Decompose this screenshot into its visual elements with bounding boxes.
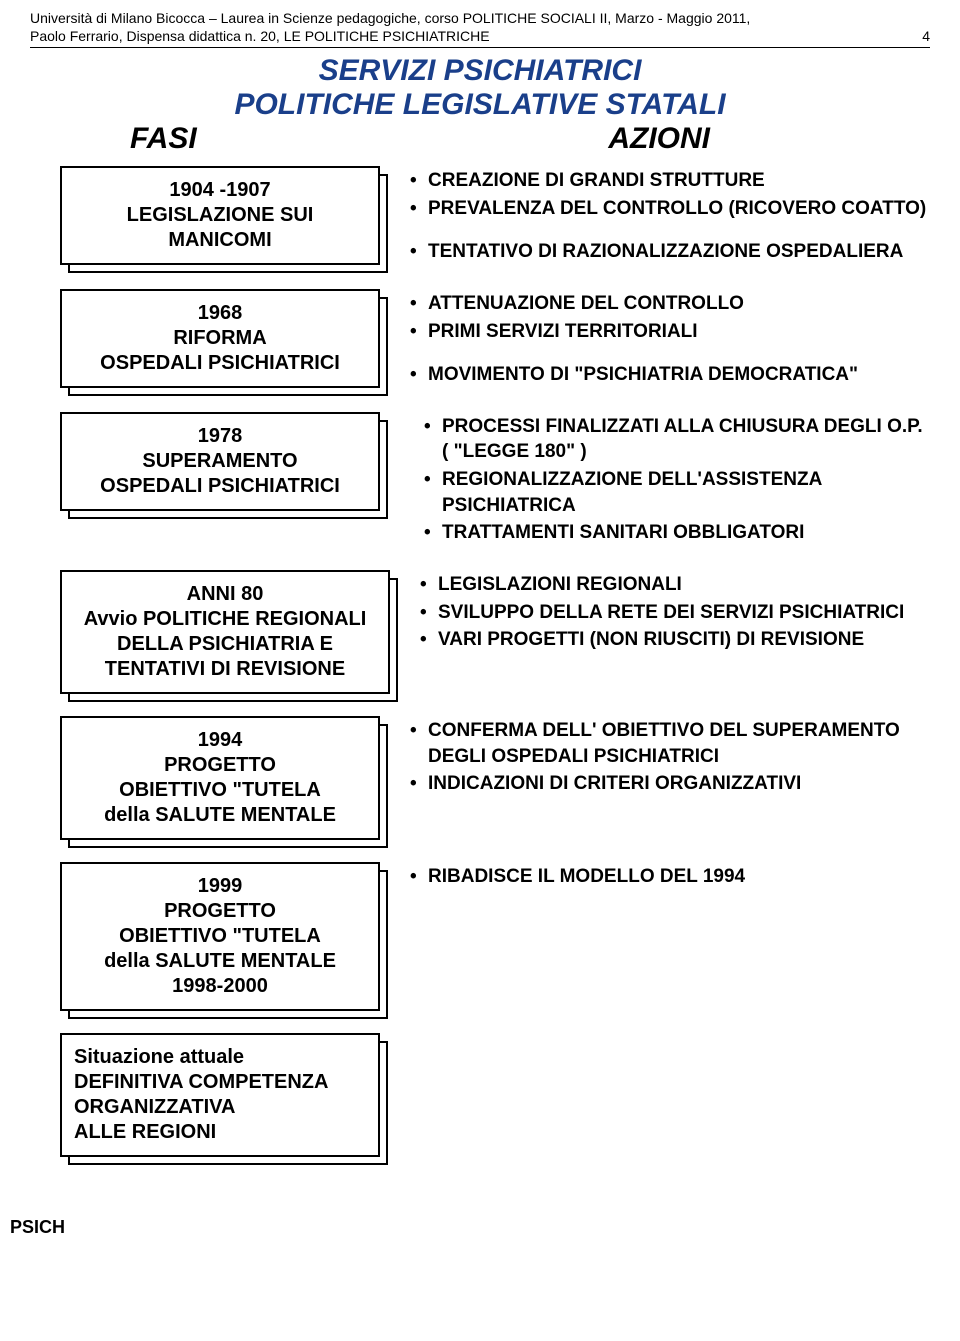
phase-box: 1999PROGETTOOBIETTIVO "TUTELAdella SALUT… (60, 862, 380, 1011)
action-item: CREAZIONE DI GRANDI STRUTTURE (410, 168, 930, 194)
action-item: RIBADISCE IL MODELLO DEL 1994 (410, 864, 930, 890)
actions-list: ATTENUAZIONE DEL CONTROLLOPRIMI SERVIZI … (410, 291, 930, 388)
phase-box: ANNI 80Avvio POLITICHE REGIONALIDELLA PS… (60, 570, 390, 694)
title-line-2: POLITICHE LEGISLATIVE STATALI (30, 88, 930, 122)
actions-block: RIBADISCE IL MODELLO DEL 1994 (410, 862, 930, 892)
phase-label: 1968RIFORMAOSPEDALI PSICHIATRICI (60, 289, 380, 388)
col-header-fasi: FASI (130, 122, 197, 156)
title-block: SERVIZI PSICHIATRICI POLITICHE LEGISLATI… (30, 54, 930, 156)
page-number: 4 (902, 28, 930, 46)
spacer (410, 223, 930, 237)
phase-label: 1904 -1907LEGISLAZIONE SUIMANICOMI (60, 166, 380, 265)
phase-row: Situazione attualeDEFINITIVA COMPETENZAO… (60, 1033, 930, 1157)
actions-list: CREAZIONE DI GRANDI STRUTTUREPREVALENZA … (410, 168, 930, 265)
action-item: TENTATIVO DI RAZIONALIZZAZIONE OSPEDALIE… (410, 239, 930, 265)
header-text: Università di Milano Bicocca – Laurea in… (30, 10, 902, 45)
phase-label: ANNI 80Avvio POLITICHE REGIONALIDELLA PS… (60, 570, 390, 694)
action-item: TRATTAMENTI SANITARI OBBLIGATORI (424, 520, 930, 546)
phase-label: 1994PROGETTOOBIETTIVO "TUTELAdella SALUT… (60, 716, 380, 840)
actions-block: CREAZIONE DI GRANDI STRUTTUREPREVALENZA … (410, 166, 930, 267)
actions-list: PROCESSI FINALIZZATI ALLA CHIUSURA DEGLI… (410, 414, 930, 546)
phase-box: Situazione attualeDEFINITIVA COMPETENZAO… (60, 1033, 380, 1157)
action-item: REGIONALIZZAZIONE DELL'ASSISTENZA PSICHI… (424, 467, 930, 518)
col-header-azioni: AZIONI (608, 122, 710, 156)
header-line-1: Università di Milano Bicocca – Laurea in… (30, 10, 902, 28)
actions-list: LEGISLAZIONI REGIONALISVILUPPO DELLA RET… (420, 572, 930, 653)
action-item: PROCESSI FINALIZZATI ALLA CHIUSURA DEGLI… (424, 414, 930, 465)
phase-row: ANNI 80Avvio POLITICHE REGIONALIDELLA PS… (60, 570, 930, 694)
action-item: LEGISLAZIONI REGIONALI (420, 572, 930, 598)
actions-list: CONFERMA DELL' OBIETTIVO DEL SUPERAMENTO… (410, 718, 930, 797)
phase-box: 1968RIFORMAOSPEDALI PSICHIATRICI (60, 289, 380, 388)
action-item: MOVIMENTO DI "PSICHIATRIA DEMOCRATICA" (410, 362, 930, 388)
phase-row: 1999PROGETTOOBIETTIVO "TUTELAdella SALUT… (60, 862, 930, 1011)
phase-label: 1978SUPERAMENTOOSPEDALI PSICHIATRICI (60, 412, 380, 511)
action-item: SVILUPPO DELLA RETE DEI SERVIZI PSICHIAT… (420, 600, 930, 626)
actions-block: LEGISLAZIONI REGIONALISVILUPPO DELLA RET… (420, 570, 930, 655)
phase-row: 1994PROGETTOOBIETTIVO "TUTELAdella SALUT… (60, 716, 930, 840)
phase-box: 1994PROGETTOOBIETTIVO "TUTELAdella SALUT… (60, 716, 380, 840)
phase-label: 1999PROGETTOOBIETTIVO "TUTELAdella SALUT… (60, 862, 380, 1011)
phase-box: 1978SUPERAMENTOOSPEDALI PSICHIATRICI (60, 412, 380, 511)
footer-tag: PSICH (10, 1217, 930, 1238)
actions-block: CONFERMA DELL' OBIETTIVO DEL SUPERAMENTO… (410, 716, 930, 799)
phase-label: Situazione attualeDEFINITIVA COMPETENZAO… (60, 1033, 380, 1157)
actions-block: PROCESSI FINALIZZATI ALLA CHIUSURA DEGLI… (410, 412, 930, 548)
action-item: VARI PROGETTI (NON RIUSCITI) DI REVISION… (420, 627, 930, 653)
phase-box: 1904 -1907LEGISLAZIONE SUIMANICOMI (60, 166, 380, 265)
page-header: Università di Milano Bicocca – Laurea in… (30, 10, 930, 48)
phase-row: 1978SUPERAMENTOOSPEDALI PSICHIATRICI PROC… (60, 412, 930, 548)
action-item: PRIMI SERVIZI TERRITORIALI (410, 319, 930, 345)
actions-list: RIBADISCE IL MODELLO DEL 1994 (410, 864, 930, 890)
actions-block: ATTENUAZIONE DEL CONTROLLOPRIMI SERVIZI … (410, 289, 930, 390)
column-headers: FASI AZIONI (30, 122, 930, 156)
action-item: CONFERMA DELL' OBIETTIVO DEL SUPERAMENTO… (410, 718, 930, 769)
phase-row: 1904 -1907LEGISLAZIONE SUIMANICOMI CREAZI… (60, 166, 930, 267)
title-line-1: SERVIZI PSICHIATRICI (30, 54, 930, 88)
content-rows: 1904 -1907LEGISLAZIONE SUIMANICOMI CREAZI… (60, 166, 930, 1157)
action-item: INDICAZIONI DI CRITERI ORGANIZZATIVI (410, 771, 930, 797)
phase-row: 1968RIFORMAOSPEDALI PSICHIATRICI ATTENUAZ… (60, 289, 930, 390)
action-item: PREVALENZA DEL CONTROLLO (RICOVERO COATT… (410, 196, 930, 222)
page: Università di Milano Bicocca – Laurea in… (0, 0, 960, 1278)
action-item: ATTENUAZIONE DEL CONTROLLO (410, 291, 930, 317)
spacer (410, 346, 930, 360)
header-line-2: Paolo Ferrario, Dispensa didattica n. 20… (30, 28, 902, 46)
